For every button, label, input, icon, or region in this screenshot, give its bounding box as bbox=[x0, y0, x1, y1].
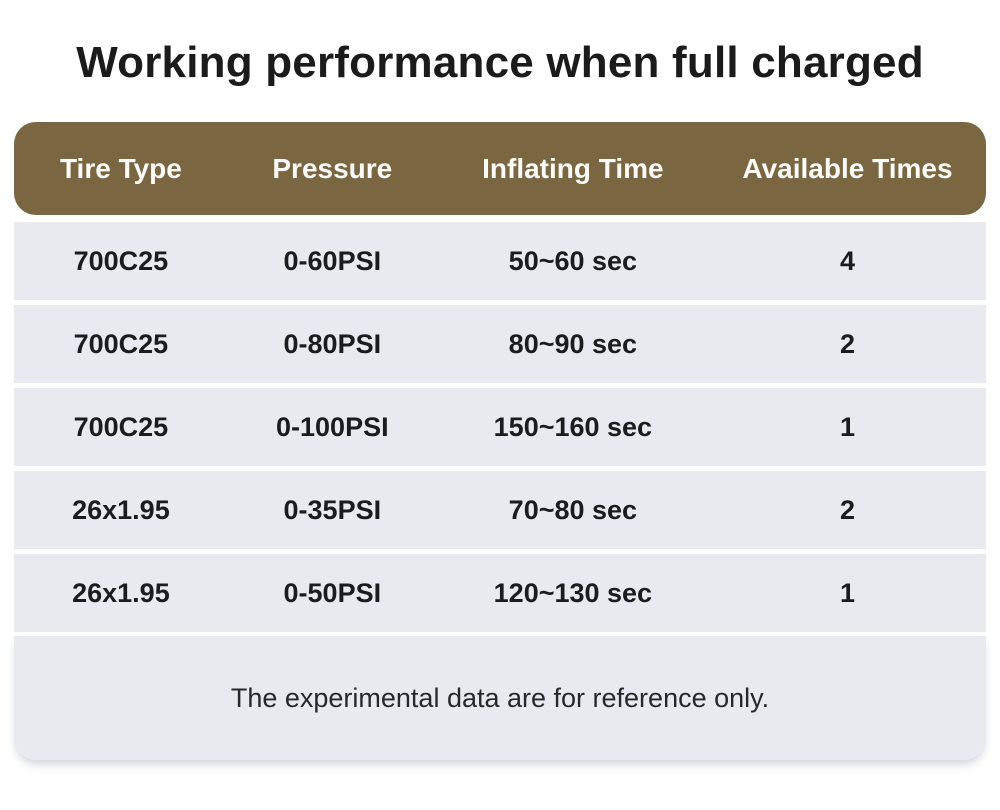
cell-pressure: 0-100PSI bbox=[276, 411, 389, 442]
performance-table: Tire Type Pressure Inflating Time Availa… bbox=[14, 122, 986, 760]
cell-tire-type: 26x1.95 bbox=[72, 494, 170, 525]
cell-pressure: 0-80PSI bbox=[283, 328, 382, 359]
table-header-row: Tire Type Pressure Inflating Time Availa… bbox=[14, 122, 986, 215]
table-row: 700C25 0-100PSI 150~160 sec 1 bbox=[14, 388, 986, 466]
cell-tire-type: 26x1.95 bbox=[72, 577, 170, 608]
table-body: 700C25 0-60PSI 50~60 sec 4 700C25 0-80PS… bbox=[14, 222, 986, 760]
table-row: 26x1.95 0-35PSI 70~80 sec 2 bbox=[14, 471, 986, 549]
cell-inflating-time: 120~130 sec bbox=[493, 577, 653, 608]
footnote-text: The experimental data are for reference … bbox=[230, 682, 770, 713]
cell-available-times: 1 bbox=[839, 577, 855, 608]
cell-available-times: 1 bbox=[839, 411, 855, 442]
cell-tire-type: 700C25 bbox=[73, 245, 169, 276]
cell-available-times: 4 bbox=[839, 245, 855, 276]
column-header-available-times: Available Times bbox=[742, 152, 953, 184]
cell-inflating-time: 70~80 sec bbox=[508, 494, 638, 525]
column-header-inflating-time: Inflating Time bbox=[482, 152, 664, 184]
table-row: 26x1.95 0-50PSI 120~130 sec 1 bbox=[14, 554, 986, 632]
column-header-pressure: Pressure bbox=[272, 152, 393, 184]
table-row: 700C25 0-80PSI 80~90 sec 2 bbox=[14, 305, 986, 383]
cell-tire-type: 700C25 bbox=[73, 328, 169, 359]
table-row: 700C25 0-60PSI 50~60 sec 4 bbox=[14, 222, 986, 300]
page-title: Working performance when full charged bbox=[76, 38, 924, 87]
cell-pressure: 0-60PSI bbox=[283, 245, 382, 276]
cell-tire-type: 700C25 bbox=[73, 411, 169, 442]
cell-inflating-time: 150~160 sec bbox=[493, 411, 653, 442]
cell-inflating-time: 50~60 sec bbox=[508, 245, 638, 276]
cell-available-times: 2 bbox=[839, 328, 855, 359]
cell-pressure: 0-35PSI bbox=[283, 494, 382, 525]
cell-available-times: 2 bbox=[839, 494, 855, 525]
column-header-tire-type: Tire Type bbox=[59, 152, 182, 184]
cell-pressure: 0-50PSI bbox=[283, 577, 382, 608]
cell-inflating-time: 80~90 sec bbox=[508, 328, 638, 359]
table-footnote-row: The experimental data are for reference … bbox=[14, 636, 986, 760]
